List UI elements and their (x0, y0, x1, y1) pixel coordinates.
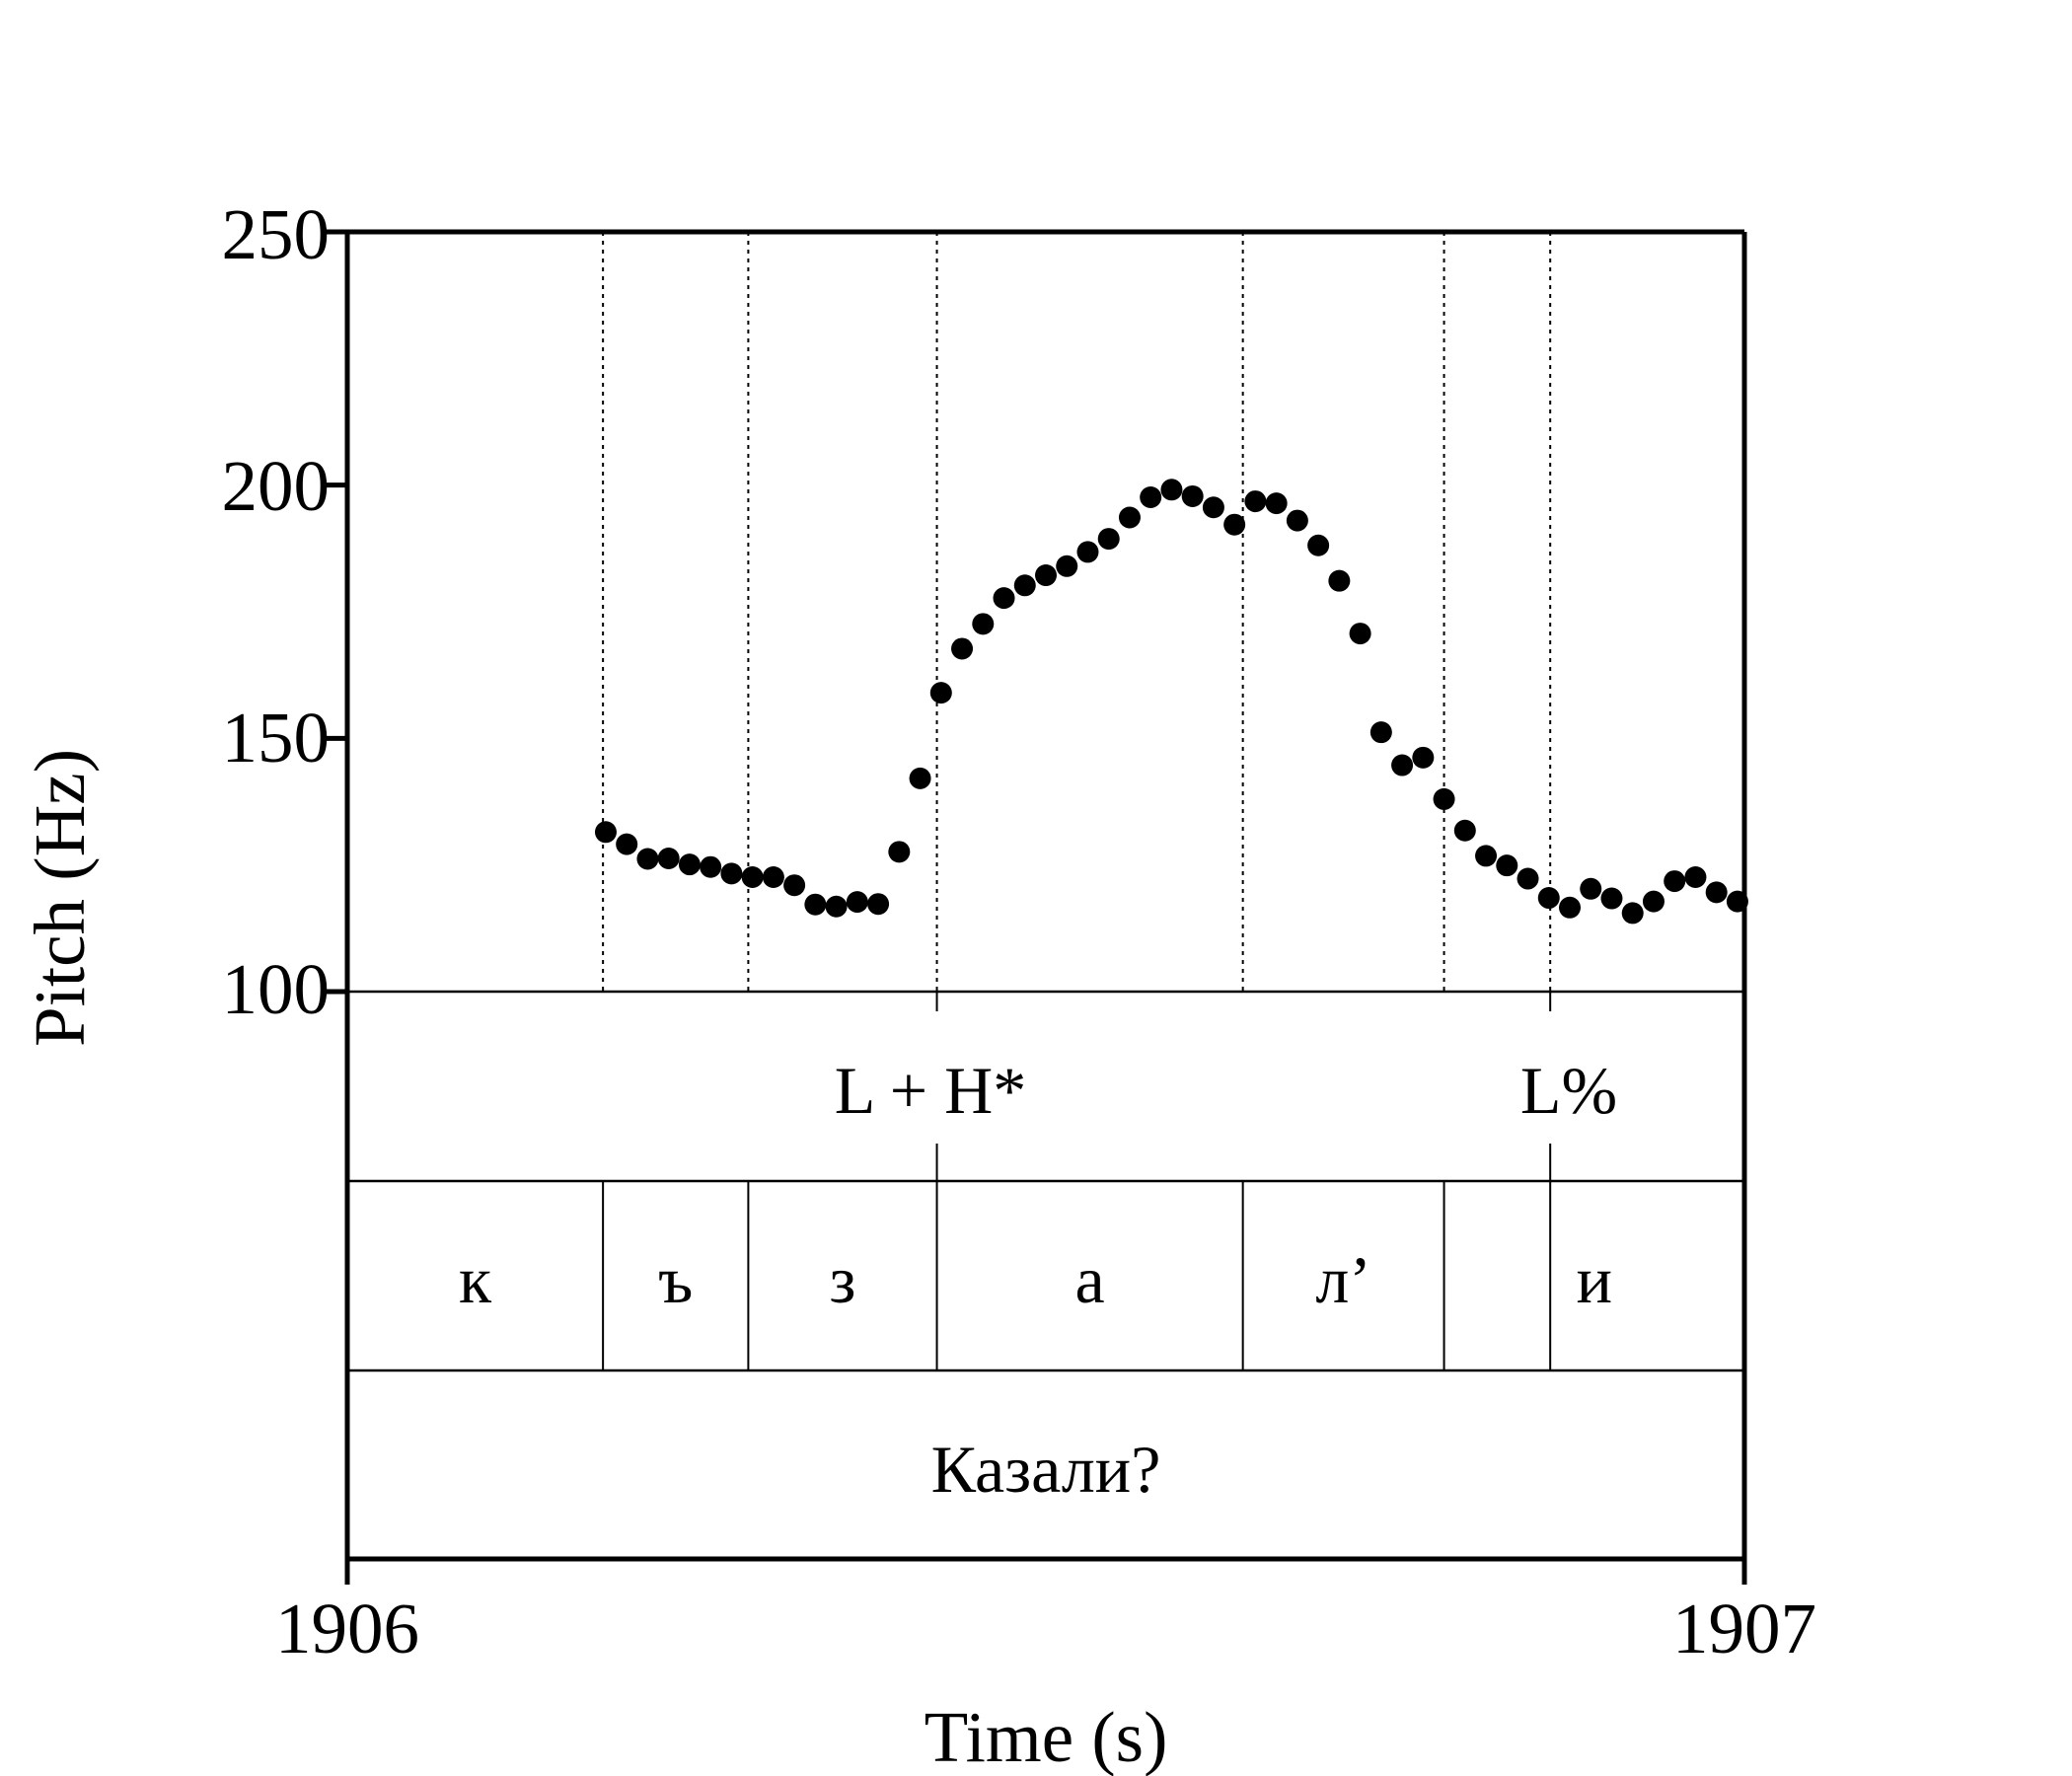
pitch-point (1600, 887, 1623, 910)
pitch-point (1580, 877, 1602, 900)
pitch-point (1307, 534, 1330, 556)
pitch-point (678, 853, 701, 876)
pitch-point (1035, 564, 1057, 587)
segment-label-z: з (830, 1242, 856, 1317)
segment-boundaries (602, 232, 1552, 1370)
tone-label-l-h-star: L + H* (835, 1053, 1026, 1128)
segment-label-a: а (1075, 1242, 1105, 1317)
pitch-point (1517, 867, 1539, 890)
pitch-point (909, 767, 931, 789)
segment-label-i: и (1577, 1242, 1612, 1317)
x-axis-title: Time (s) (925, 1697, 1168, 1776)
pitch-point (1076, 541, 1099, 563)
y-axis-title: Pitch (Hz) (20, 749, 100, 1047)
pitch-point (1496, 854, 1518, 877)
pitch-point (1140, 485, 1162, 508)
segment-label-k: к (459, 1242, 492, 1317)
pitch-point (993, 587, 1015, 610)
pitch-point (1664, 870, 1686, 893)
pitch-point (1160, 479, 1183, 501)
pitch-point (1537, 887, 1560, 910)
pitch-point (720, 862, 743, 885)
pitch-point (783, 874, 806, 897)
pitch-point (616, 833, 638, 855)
segment-label-l: л’ (1315, 1242, 1371, 1317)
pitch-point (888, 841, 911, 863)
pitch-point (825, 895, 848, 918)
plot-frame (322, 229, 1747, 1585)
y-tick-label-150: 150 (222, 698, 331, 777)
pitch-point (1453, 819, 1476, 842)
pitch-point (1286, 509, 1308, 532)
pitch-point (657, 847, 680, 869)
pitch-point (700, 855, 722, 878)
pitch-point (1328, 569, 1351, 592)
pitch-point (972, 613, 995, 635)
pitch-point (951, 637, 974, 660)
pitch-point (1726, 890, 1748, 913)
pitch-point (1412, 746, 1435, 769)
pitch-point (1013, 574, 1036, 597)
pitch-point (1559, 896, 1581, 919)
pitch-point (1244, 490, 1267, 513)
pitch-point (762, 865, 784, 888)
pitch-point (1642, 890, 1665, 913)
pitch-point (867, 893, 890, 916)
pitch-point (1265, 492, 1288, 515)
pitch-point (1223, 513, 1246, 536)
y-tick-label-250: 250 (222, 194, 331, 274)
x-tick-label-1906: 1906 (275, 1589, 419, 1668)
tone-label-l-percent: L% (1520, 1053, 1617, 1128)
pitch-point (1391, 754, 1414, 777)
pitch-point (1097, 528, 1120, 551)
pitch-point (1118, 506, 1141, 529)
pitch-points (594, 479, 1748, 925)
pitch-point (594, 821, 617, 844)
segment-label-hard-sign: ъ (658, 1242, 693, 1317)
pitch-point (846, 891, 868, 914)
y-tick-label-200: 200 (222, 446, 331, 526)
pitch-point (1181, 484, 1204, 507)
pitch-point (1202, 496, 1224, 519)
pitch-point (804, 893, 827, 916)
pitch-point (1684, 865, 1707, 888)
x-tick-label-1907: 1907 (1672, 1589, 1816, 1668)
word-label: Казали? (931, 1432, 1161, 1507)
pitch-point (929, 682, 952, 704)
pitch-point (1369, 721, 1392, 744)
pitch-point (1475, 845, 1498, 867)
pitch-point (741, 865, 764, 888)
pitch-point (1349, 623, 1371, 645)
pitch-point (636, 848, 659, 870)
y-tick-label-100: 100 (222, 949, 331, 1029)
pitch-point (1056, 555, 1078, 577)
pitch-point (1433, 787, 1455, 810)
pitch-point (1705, 881, 1728, 904)
pitch-point (1621, 902, 1644, 925)
